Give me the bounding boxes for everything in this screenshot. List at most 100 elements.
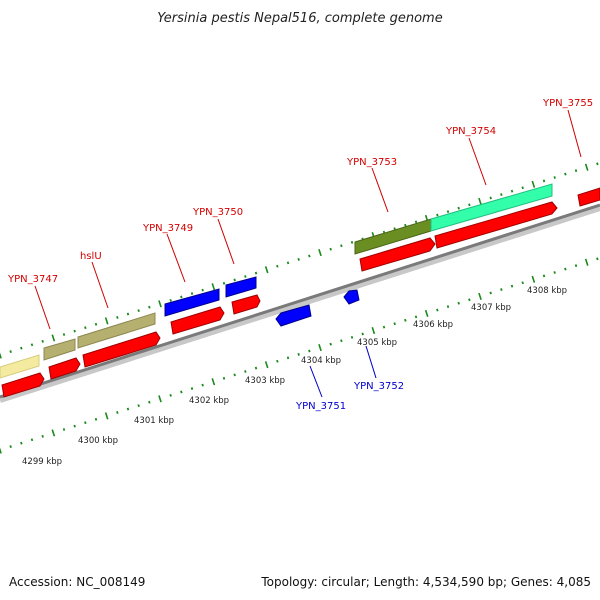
- gene-label-hslu[interactable]: hslU: [80, 251, 102, 262]
- gene-label-ypn-3750[interactable]: YPN_3750: [192, 207, 243, 218]
- minor-tick: [340, 244, 343, 248]
- cds-red-6[interactable]: [359, 237, 436, 272]
- minor-tick: [116, 316, 119, 319]
- feature-blue-2[interactable]: [225, 276, 257, 298]
- minor-tick: [564, 172, 567, 176]
- minor-tick: [297, 258, 300, 261]
- feature-khaki-1[interactable]: [43, 338, 76, 361]
- feature-khaki-2[interactable]: [77, 312, 156, 349]
- minor-tick: [201, 383, 204, 387]
- minor-tick: [276, 359, 279, 363]
- minor-tick: [542, 179, 546, 183]
- cds-blue-reverse-2[interactable]: [343, 289, 360, 305]
- major-tick: [158, 300, 162, 308]
- major-tick: [264, 266, 269, 274]
- tick-tracks: [0, 162, 599, 454]
- minor-tick: [73, 424, 76, 428]
- major-tick: [318, 249, 322, 257]
- cds-red-1[interactable]: [1, 372, 45, 398]
- kbp-label: 4301 kbp: [134, 416, 174, 426]
- minor-tick: [254, 366, 258, 370]
- minor-tick: [468, 203, 471, 207]
- cds-red-8[interactable]: [577, 187, 600, 207]
- minor-tick: [382, 325, 386, 329]
- minor-tick: [340, 339, 343, 343]
- minor-tick: [446, 305, 450, 309]
- feature-pale-yellow[interactable]: [0, 354, 40, 379]
- minor-tick: [62, 333, 66, 336]
- minor-tick: [500, 288, 503, 291]
- minor-tick: [9, 445, 12, 449]
- kbp-label: 4302 kbp: [189, 396, 229, 406]
- cds-red-2[interactable]: [48, 357, 81, 380]
- minor-tick: [329, 342, 332, 346]
- minor-tick: [190, 387, 194, 390]
- gene-label-ypn-3747[interactable]: YPN_3747: [7, 274, 58, 285]
- major-tick: [0, 447, 2, 454]
- minor-tick: [137, 404, 140, 408]
- genome-summary-text: Topology: circular; Length: 4,534,590 bp…: [260, 575, 591, 589]
- major-tick: [478, 292, 482, 300]
- major-tick: [51, 429, 56, 437]
- minor-tick: [393, 322, 396, 326]
- gene-label-ypn-3755[interactable]: YPN_3755: [542, 98, 593, 109]
- minor-tick: [574, 169, 578, 173]
- minor-tick: [542, 274, 546, 278]
- minor-tick: [510, 189, 514, 193]
- minor-tick: [596, 162, 599, 166]
- gene-label-ypn-3752[interactable]: YPN_3752: [353, 381, 404, 392]
- minor-tick: [116, 411, 119, 414]
- cds-red-3[interactable]: [82, 331, 161, 368]
- major-tick: [51, 334, 56, 342]
- minor-tick: [510, 284, 514, 288]
- map-title: Yersinia pestis Nepal516, complete genom…: [157, 11, 442, 26]
- major-tick: [318, 344, 322, 352]
- minor-tick: [201, 288, 204, 292]
- major-tick: [424, 309, 429, 318]
- kbp-label: 4307 kbp: [471, 303, 511, 313]
- major-tick: [531, 275, 536, 283]
- major-tick: [211, 378, 216, 386]
- minor-tick: [20, 441, 23, 445]
- minor-tick: [468, 298, 471, 302]
- minor-tick: [446, 210, 450, 214]
- gene-labels: YPN_3747 hslU YPN_3749 YPN_3750 YPN_3753…: [7, 98, 593, 412]
- minor-tick: [30, 438, 34, 442]
- minor-tick: [190, 292, 194, 295]
- minor-tick: [521, 281, 524, 285]
- major-tick: [478, 197, 482, 205]
- minor-tick: [457, 301, 460, 305]
- minor-tick: [254, 271, 258, 275]
- cds-blue-reverse-1[interactable]: [275, 304, 312, 327]
- minor-tick: [350, 335, 354, 339]
- backbone-shadow: [0, 205, 600, 403]
- cds-red-4[interactable]: [170, 306, 225, 335]
- gene-label-ypn-3749[interactable]: YPN_3749: [142, 223, 193, 234]
- minor-tick: [84, 326, 87, 330]
- feature-blue-1[interactable]: [164, 288, 220, 317]
- minor-tick: [137, 309, 140, 313]
- kbp-label: 4306 kbp: [413, 320, 453, 330]
- major-tick: [531, 180, 536, 188]
- major-tick: [158, 395, 162, 403]
- major-tick: [211, 283, 216, 291]
- gene-label-ypn-3751[interactable]: YPN_3751: [295, 401, 346, 412]
- minor-tick: [233, 373, 236, 377]
- minor-tick: [276, 264, 279, 268]
- major-tick: [104, 317, 109, 325]
- minor-tick: [94, 322, 98, 326]
- gene-label-ypn-3754[interactable]: YPN_3754: [445, 126, 496, 137]
- minor-tick: [500, 193, 503, 196]
- kbp-label: 4304 kbp: [301, 356, 341, 366]
- cds-red-5[interactable]: [231, 294, 261, 315]
- minor-tick: [126, 407, 130, 411]
- cds-red-7[interactable]: [434, 201, 558, 249]
- gene-label-ypn-3753[interactable]: YPN_3753: [346, 157, 397, 168]
- major-tick: [584, 258, 589, 266]
- major-tick: [0, 352, 2, 359]
- tick-track-lower: [0, 257, 599, 454]
- minor-tick: [148, 305, 151, 309]
- minor-tick: [222, 376, 226, 380]
- feature-aqua[interactable]: [430, 183, 553, 232]
- minor-tick: [414, 220, 418, 224]
